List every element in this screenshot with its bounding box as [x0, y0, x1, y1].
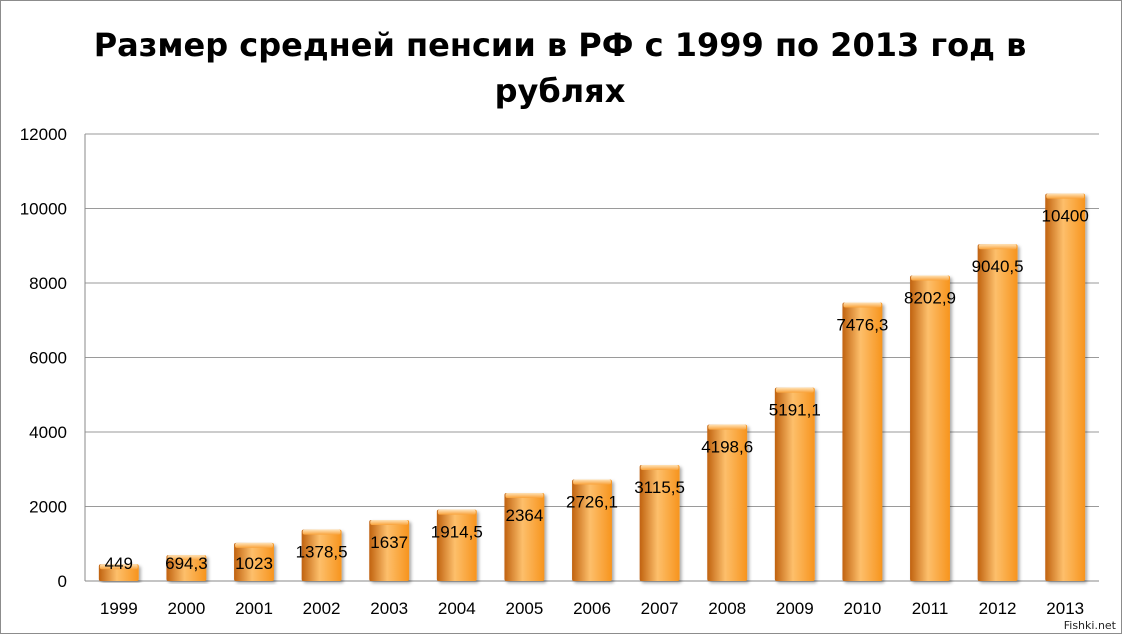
x-tick-label: 2002: [303, 599, 341, 618]
x-tick-label: 2008: [708, 599, 746, 618]
y-tick-label: 2000: [29, 498, 67, 517]
bar: [572, 479, 612, 581]
y-tick-label: 0: [58, 572, 67, 591]
bars: [98, 193, 1086, 581]
bar: [504, 492, 545, 581]
bar: [369, 520, 410, 581]
data-label: 9040,5: [972, 257, 1024, 276]
bar-bevel: [235, 542, 273, 548]
x-tick-label: 2012: [979, 599, 1017, 618]
x-tick-label: 2007: [641, 599, 679, 618]
bar-bevel: [1046, 193, 1085, 199]
bar-bevel: [99, 564, 138, 570]
data-label: 1378,5: [296, 543, 348, 562]
data-label: 694,3: [165, 554, 208, 573]
data-label: 2726,1: [566, 492, 618, 511]
bar-bevel: [708, 424, 747, 430]
bar-bevel: [978, 244, 1017, 250]
bar-bevel: [302, 529, 341, 535]
data-labels: 1999 449 2000 694,3 2001 1023 2002 1378,5 2003 16…: [100, 207, 1089, 618]
bar-bevel: [370, 520, 409, 526]
x-tick-label: 2006: [573, 599, 611, 618]
bar-bevel: [573, 479, 611, 485]
watermark: Fishki.net: [1063, 619, 1116, 632]
bar: [977, 244, 1018, 581]
bar: [436, 509, 477, 581]
data-label: 1023: [235, 554, 273, 573]
y-tick-label: 4000: [29, 423, 67, 442]
bar: [301, 529, 342, 581]
bar: [1045, 193, 1086, 581]
data-label: 2364: [505, 506, 543, 525]
bar-bevel: [911, 275, 949, 281]
x-tick-label: 2005: [505, 599, 543, 618]
bar-bevel: [167, 555, 206, 561]
bar-bevel: [437, 509, 476, 515]
data-label: 449: [105, 554, 133, 573]
bar: [910, 275, 950, 581]
bar: [842, 302, 883, 581]
x-tick-label: 2013: [1046, 599, 1084, 618]
data-label: 8202,9: [904, 288, 956, 307]
x-tick-label: 2001: [235, 599, 273, 618]
y-tick-label: 10000: [20, 200, 67, 219]
data-label: 1637: [370, 533, 408, 552]
bar-bevel: [640, 464, 679, 470]
y-tick-label: 8000: [29, 274, 67, 293]
chart-title: Размер средней пенсии в РФ с 1999 по 201…: [93, 26, 1027, 110]
bar: [166, 555, 207, 581]
bar: [707, 424, 748, 581]
bar: [774, 387, 815, 581]
x-tick-label: 2010: [843, 599, 881, 618]
bar-bevel: [505, 492, 544, 498]
x-tick-label: 2011: [912, 599, 949, 618]
bar-bevel: [775, 387, 814, 393]
bar-bevel: [843, 302, 882, 308]
data-label: 3115,5: [634, 478, 685, 497]
x-tick-label: 2003: [370, 599, 408, 618]
data-label: 5191,1: [769, 401, 821, 420]
x-tick-label: 2004: [438, 599, 476, 618]
axes: 0 2000 4000 6000 8000 10000 12000: [20, 125, 1099, 591]
data-label: 10400: [1042, 207, 1089, 226]
data-label: 1914,5: [431, 523, 483, 542]
data-label: 7476,3: [836, 316, 888, 335]
data-label: 4198,6: [701, 438, 753, 457]
x-tick-label: 1999: [100, 599, 138, 618]
bar: [234, 542, 274, 581]
y-tick-label: 12000: [20, 125, 67, 144]
x-tick-label: 2000: [167, 599, 205, 618]
bar: [639, 464, 680, 581]
x-tick-label: 2009: [776, 599, 814, 618]
y-tick-label: 6000: [29, 349, 67, 368]
